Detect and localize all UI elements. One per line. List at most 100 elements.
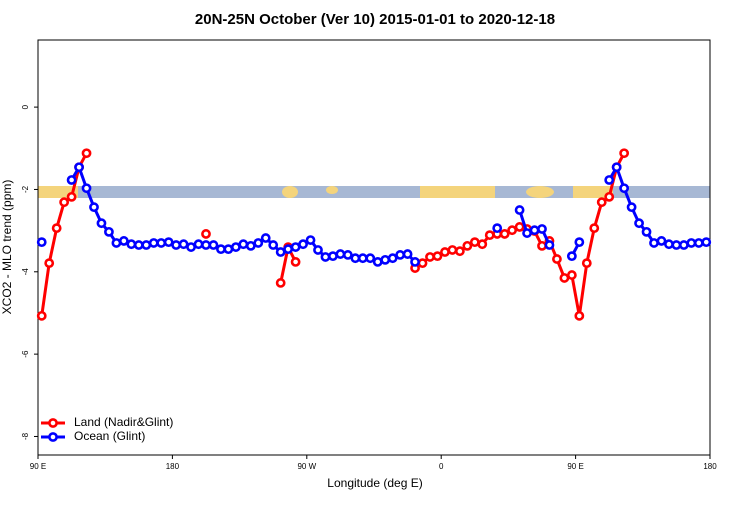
data-point bbox=[649, 238, 659, 248]
data-point bbox=[328, 251, 338, 262]
data-point bbox=[298, 239, 308, 250]
data-point bbox=[320, 252, 331, 262]
data-point bbox=[238, 239, 249, 250]
x-tick-label: 90 W bbox=[297, 462, 316, 471]
y-tick-label: -4 bbox=[21, 268, 30, 276]
data-point bbox=[156, 238, 167, 248]
data-point bbox=[36, 310, 47, 321]
data-point bbox=[66, 191, 77, 202]
data-point bbox=[626, 202, 637, 213]
data-point bbox=[469, 237, 480, 248]
data-point bbox=[133, 240, 144, 250]
data-point bbox=[678, 240, 689, 250]
data-point bbox=[619, 148, 630, 159]
data-point bbox=[417, 258, 428, 269]
data-point bbox=[440, 247, 450, 257]
data-point bbox=[589, 223, 600, 234]
data-point bbox=[208, 240, 219, 250]
data-point bbox=[611, 162, 622, 173]
data-point bbox=[552, 254, 562, 264]
data-point bbox=[537, 240, 547, 251]
data-point bbox=[81, 183, 92, 194]
data-point bbox=[514, 222, 525, 232]
data-point bbox=[574, 310, 585, 321]
data-point bbox=[454, 246, 465, 257]
x-tick-label: 90 E bbox=[567, 462, 583, 471]
map-strip bbox=[38, 186, 710, 198]
data-point bbox=[89, 202, 99, 213]
data-point bbox=[425, 252, 435, 262]
data-point bbox=[260, 233, 271, 243]
data-point bbox=[596, 197, 607, 208]
data-point bbox=[604, 175, 615, 185]
data-point bbox=[223, 244, 234, 255]
data-point bbox=[193, 239, 204, 250]
data-point bbox=[566, 251, 577, 262]
data-point bbox=[178, 239, 189, 250]
data-point bbox=[671, 240, 682, 250]
data-point bbox=[537, 224, 547, 234]
data-point bbox=[686, 238, 697, 248]
data-point bbox=[559, 273, 570, 283]
x-tick-label: 0 bbox=[439, 462, 444, 471]
data-point bbox=[59, 197, 70, 208]
data-point bbox=[335, 249, 346, 259]
data-point bbox=[81, 148, 92, 159]
y-tick-label: -8 bbox=[21, 432, 30, 440]
data-point bbox=[447, 245, 458, 255]
data-point bbox=[365, 253, 376, 264]
data-point bbox=[693, 238, 704, 248]
data-point bbox=[380, 254, 391, 265]
data-point bbox=[163, 237, 174, 248]
data-point bbox=[544, 240, 555, 250]
chart-title: 20N-25N October (Ver 10) 2015-01-01 to 2… bbox=[195, 11, 555, 28]
data-point bbox=[118, 236, 129, 246]
data-point bbox=[566, 270, 577, 280]
data-point bbox=[275, 278, 286, 288]
data-point bbox=[664, 239, 674, 250]
data-point bbox=[522, 228, 532, 238]
data-point bbox=[634, 218, 644, 229]
y-axis-label: XCO2 - MLO trend (ppm) bbox=[0, 180, 14, 315]
data-point bbox=[641, 226, 652, 237]
data-point bbox=[507, 225, 518, 236]
data-point bbox=[410, 257, 420, 267]
data-point bbox=[51, 223, 62, 234]
plot-frame bbox=[37, 39, 711, 456]
data-point bbox=[499, 229, 510, 239]
data-point bbox=[402, 249, 413, 259]
data-point bbox=[656, 236, 667, 246]
data-point bbox=[201, 229, 211, 239]
data-point bbox=[290, 242, 301, 252]
data-point bbox=[604, 191, 615, 202]
data-point bbox=[186, 242, 196, 252]
y-tick-label: 0 bbox=[21, 104, 30, 109]
data-point bbox=[313, 245, 323, 255]
data-point bbox=[44, 258, 55, 269]
data-point bbox=[74, 162, 84, 173]
data-point bbox=[104, 226, 114, 237]
data-point bbox=[492, 223, 503, 234]
data-point bbox=[574, 237, 585, 248]
x-tick-label: 180 bbox=[166, 462, 180, 471]
data-point bbox=[387, 253, 398, 264]
data-point bbox=[126, 239, 137, 250]
data-point bbox=[111, 238, 122, 248]
x-axis-label: Longitude (deg E) bbox=[327, 476, 422, 490]
data-point bbox=[36, 237, 47, 248]
data-point bbox=[432, 251, 443, 262]
data-point bbox=[529, 225, 540, 236]
legend-marker bbox=[48, 432, 58, 442]
y-tick-label: -2 bbox=[21, 185, 30, 193]
data-point bbox=[619, 183, 630, 194]
data-point bbox=[201, 240, 211, 250]
data-point bbox=[357, 253, 368, 264]
data-point bbox=[141, 240, 152, 250]
y-tick-label: -6 bbox=[21, 350, 30, 358]
data-point bbox=[66, 175, 77, 185]
data-point bbox=[350, 253, 361, 264]
x-tick-label: 90 E bbox=[30, 462, 46, 471]
data-point bbox=[342, 250, 353, 260]
